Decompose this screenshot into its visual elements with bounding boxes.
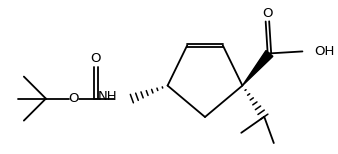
Polygon shape xyxy=(242,51,273,86)
Text: O: O xyxy=(91,52,101,65)
Text: OH: OH xyxy=(314,45,335,58)
Text: O: O xyxy=(262,7,273,20)
Text: O: O xyxy=(69,92,79,105)
Text: NH: NH xyxy=(98,90,118,103)
